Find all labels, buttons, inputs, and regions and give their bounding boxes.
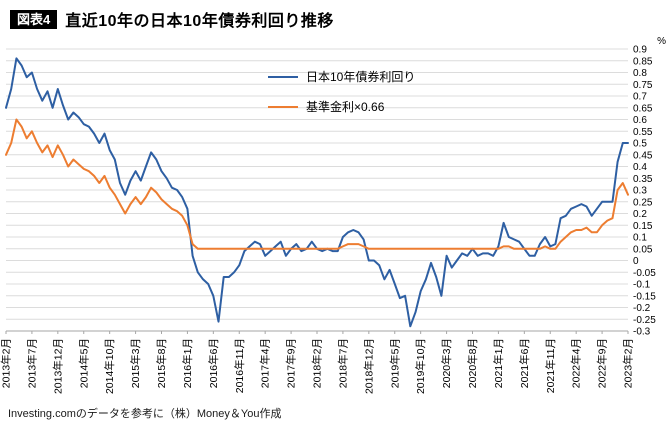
chart-area: 0.9 0.85 0.8 0.75 0.7 0.65 0.6 0.55 0.5 0.45 0.4 0.… bbox=[0, 33, 670, 408]
svg-text:2016年1月: 2016年1月 bbox=[181, 338, 194, 388]
svg-text:0.6: 0.6 bbox=[633, 115, 647, 126]
svg-text:2016年11月: 2016年11月 bbox=[233, 338, 246, 393]
legend-label-base-rate: 基準金利×0.66 bbox=[306, 100, 385, 114]
svg-text:2021年11月: 2021年11月 bbox=[544, 338, 557, 393]
svg-text:-0.05: -0.05 bbox=[633, 268, 656, 279]
svg-text:2022年4月: 2022年4月 bbox=[570, 338, 583, 388]
series-lines bbox=[5, 57, 629, 328]
svg-text:0: 0 bbox=[633, 256, 639, 267]
legend-line-orange-icon bbox=[268, 105, 298, 108]
svg-text:0.65: 0.65 bbox=[633, 103, 653, 114]
legend-item-bond-yield: 日本10年債券利回り bbox=[268, 68, 415, 85]
svg-text:-0.1: -0.1 bbox=[633, 280, 651, 291]
source-attribution: Investing.comのデータを参考に（株）Money＆You作成 bbox=[8, 408, 282, 420]
chart-header: 図表4 直近10年の日本10年債券利回り推移 bbox=[10, 7, 334, 31]
svg-text:2023年2月: 2023年2月 bbox=[622, 338, 635, 388]
svg-text:2021年1月: 2021年1月 bbox=[492, 338, 505, 388]
svg-text:2020年3月: 2020年3月 bbox=[440, 338, 453, 388]
svg-text:2018年12月: 2018年12月 bbox=[362, 338, 375, 394]
page-title: 直近10年の日本10年債券利回り推移 bbox=[65, 13, 334, 30]
svg-text:0.2: 0.2 bbox=[633, 209, 647, 220]
svg-text:2013年7月: 2013年7月 bbox=[25, 338, 38, 388]
svg-text:2014年5月: 2014年5月 bbox=[77, 338, 90, 388]
svg-text:2015年3月: 2015年3月 bbox=[129, 338, 142, 388]
legend-label-bond-yield: 日本10年債券利回り bbox=[306, 70, 416, 84]
svg-text:2022年9月: 2022年9月 bbox=[596, 338, 609, 388]
svg-text:2021年6月: 2021年6月 bbox=[518, 338, 531, 388]
x-axis-labels: 2013年2月 2013年7月 2013年12月 2014年5月 2014年10月 201… bbox=[0, 331, 635, 394]
legend-item-base-rate: 基準金利×0.66 bbox=[268, 98, 415, 115]
svg-text:0.85: 0.85 bbox=[633, 56, 653, 67]
svg-text:0.1: 0.1 bbox=[633, 233, 647, 244]
svg-text:-0.15: -0.15 bbox=[633, 291, 656, 302]
svg-text:2016年6月: 2016年6月 bbox=[207, 338, 220, 388]
svg-text:2019年10月: 2019年10月 bbox=[414, 338, 427, 394]
svg-text:2018年2月: 2018年2月 bbox=[311, 338, 324, 388]
svg-text:0.05: 0.05 bbox=[633, 244, 653, 255]
svg-text:0.4: 0.4 bbox=[633, 162, 647, 173]
svg-text:2013年12月: 2013年12月 bbox=[51, 338, 64, 394]
svg-text:2019年5月: 2019年5月 bbox=[388, 338, 401, 388]
svg-text:%: % bbox=[657, 36, 666, 47]
svg-text:0.55: 0.55 bbox=[633, 127, 653, 138]
svg-text:0.7: 0.7 bbox=[633, 92, 647, 103]
svg-text:0.9: 0.9 bbox=[633, 45, 647, 56]
svg-text:0.15: 0.15 bbox=[633, 221, 653, 232]
svg-text:2017年4月: 2017年4月 bbox=[259, 338, 272, 388]
svg-text:2014年10月: 2014年10月 bbox=[103, 338, 116, 394]
svg-text:2015年8月: 2015年8月 bbox=[155, 338, 168, 388]
svg-text:0.45: 0.45 bbox=[633, 150, 653, 161]
svg-text:-0.25: -0.25 bbox=[633, 315, 656, 326]
svg-text:0.25: 0.25 bbox=[633, 197, 653, 208]
svg-text:0.8: 0.8 bbox=[633, 68, 647, 79]
svg-text:-0.2: -0.2 bbox=[633, 303, 651, 314]
svg-text:-0.3: -0.3 bbox=[633, 327, 651, 338]
svg-text:2020年8月: 2020年8月 bbox=[466, 338, 479, 388]
svg-text:2013年2月: 2013年2月 bbox=[0, 338, 13, 388]
figure-badge: 図表4 bbox=[10, 9, 58, 29]
svg-text:0.3: 0.3 bbox=[633, 186, 647, 197]
series-line-1 bbox=[5, 118, 629, 250]
legend-line-blue-icon bbox=[268, 75, 298, 78]
svg-text:0.75: 0.75 bbox=[633, 80, 653, 91]
svg-text:2017年9月: 2017年9月 bbox=[285, 338, 298, 388]
chart-legend: 日本10年債券利回り 基準金利×0.66 bbox=[268, 68, 415, 115]
yield-line-chart: 0.90.850.80.750.70.650.60.550.50.450.40.… bbox=[0, 36, 666, 394]
svg-text:0.35: 0.35 bbox=[633, 174, 653, 185]
svg-text:2018年7月: 2018年7月 bbox=[336, 338, 349, 388]
svg-text:0.5: 0.5 bbox=[633, 139, 647, 150]
y-axis-labels: 0.90.850.80.750.70.650.60.550.50.450.40.… bbox=[633, 36, 666, 338]
